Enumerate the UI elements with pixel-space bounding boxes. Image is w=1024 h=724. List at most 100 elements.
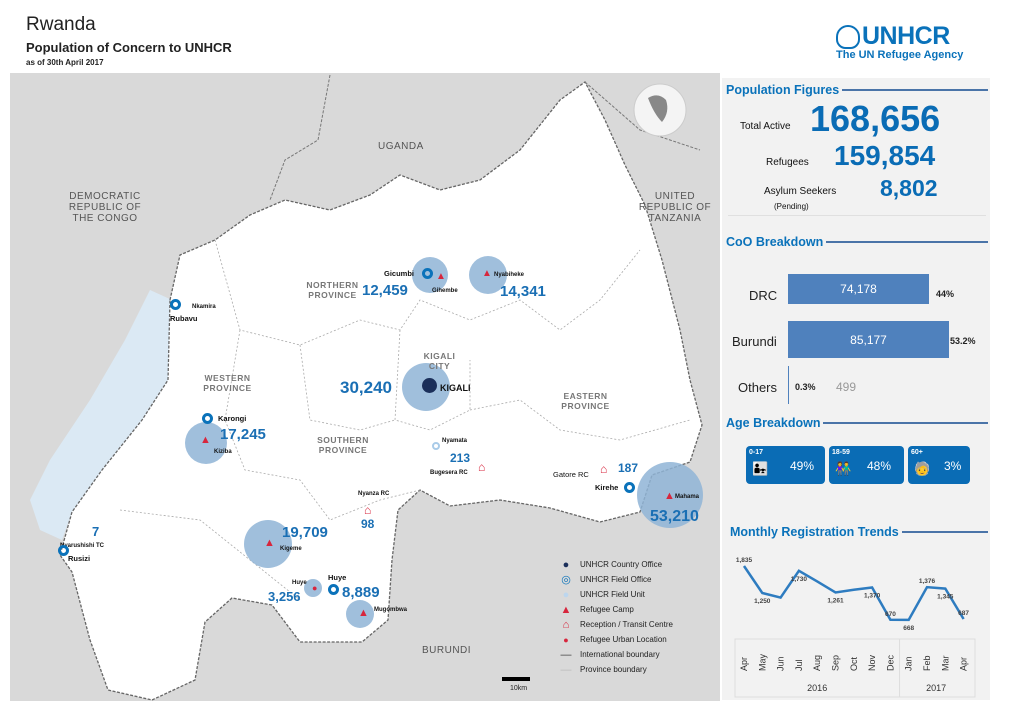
site-mugombwa[interactable]: Mugombwa — [374, 607, 407, 613]
month-tick-label: May — [757, 653, 767, 671]
figure-kigali: 30,240 — [340, 378, 392, 397]
site-kigali[interactable]: KIGALI — [440, 383, 471, 393]
data-label: 1,730 — [791, 576, 808, 583]
month-tick-label: Jul — [794, 659, 804, 671]
child-adult-icon: 👨‍👧 — [752, 461, 769, 476]
site-huye[interactable]: Huye — [328, 573, 347, 582]
map-shapes — [30, 74, 703, 701]
lake-kivu — [30, 290, 178, 540]
figure-huye-urban: 3,256 — [268, 589, 301, 604]
site-gihembe[interactable]: Gihembe — [432, 288, 458, 294]
province-label: SOUTHERN PROVINCE — [317, 435, 369, 455]
site-nyamata[interactable]: Nyamata — [442, 438, 468, 444]
site-mahama[interactable]: Mahama — [675, 494, 700, 500]
logo-text: UNHCR — [862, 22, 950, 50]
age-group-18-59[interactable]: 18-59 👫 48% — [829, 446, 904, 484]
site-kiziba[interactable]: Kiziba — [214, 449, 232, 455]
site-kigeme[interactable]: Kigeme — [280, 546, 302, 552]
total-active-label: Total Active — [740, 121, 791, 132]
refugee-camp-icon[interactable]: ▲ — [664, 490, 675, 502]
logo-tagline: The UN Refugee Agency — [836, 49, 964, 61]
field-office-icon: ◎ — [561, 574, 571, 586]
coo-bar-drc[interactable]: 74,178 — [788, 274, 929, 304]
month-tick-label: Sep — [831, 655, 841, 671]
site-nyabiheke[interactable]: Nyabiheke — [494, 272, 525, 278]
transit-centre-icon[interactable]: ⌂ — [364, 503, 372, 517]
urban-location-icon[interactable]: ● — [312, 583, 318, 593]
legend-label: International boundary — [580, 650, 660, 659]
coo-label-drc: DRC — [749, 288, 778, 303]
site-rusizi[interactable]: Rusizi — [68, 554, 91, 563]
data-label: 670 — [885, 611, 896, 618]
unhcr-logo: UNHCR The UN Refugee Agency — [836, 24, 963, 61]
refugee-camp-icon[interactable]: ▲ — [482, 268, 492, 279]
country-label: BURUNDI — [422, 645, 472, 656]
age-heading: Age Breakdown — [726, 416, 988, 430]
country-label: UGANDA — [378, 141, 424, 152]
figure-nyarushishi: 7 — [92, 524, 100, 539]
data-label: 1,370 — [864, 592, 881, 599]
map[interactable]: UGANDA DEMOCRATIC REPUBLIC OF THE CONGO … — [10, 73, 720, 701]
site-gicumbi[interactable]: Gicumbi — [384, 269, 415, 278]
month-tick-label: Feb — [922, 655, 932, 671]
data-label: 668 — [903, 625, 914, 632]
age-group-0-17[interactable]: 0-17 👨‍👧 49% — [746, 446, 825, 484]
international-boundary-icon: — — [560, 648, 572, 661]
coo-value-others: 499 — [836, 380, 857, 394]
page-subtitle: Population of Concern to UNHCR — [26, 40, 232, 55]
transit-centre-icon[interactable]: ⌂ — [600, 462, 608, 476]
scale-label: 10km — [510, 685, 528, 692]
age-group-60-plus[interactable]: 60+ 🧓 3% — [908, 446, 970, 484]
trends-heading: Monthly Registration Trends — [730, 525, 988, 539]
data-label: 1,835 — [736, 557, 753, 564]
field-office-icon[interactable] — [422, 268, 433, 279]
month-tick-label: Aug — [812, 655, 822, 671]
data-label: 1,345 — [937, 594, 954, 601]
refugee-camp-icon[interactable]: ▲ — [436, 271, 446, 282]
country-label: UNITED REPUBLIC OF TANZANIA — [638, 191, 712, 224]
field-office-icon[interactable] — [202, 413, 213, 424]
elderly-icon: 🧓 — [914, 461, 931, 476]
province-label: WESTERN PROVINCE — [203, 373, 252, 393]
scale-bar — [502, 677, 530, 681]
year-label: 2016 — [807, 683, 827, 693]
field-office-icon[interactable] — [170, 299, 181, 310]
site-nkamira[interactable]: Nkamira — [192, 304, 216, 310]
site-huye-urban[interactable]: Huye — [292, 580, 307, 586]
month-tick-label: Mar — [940, 655, 950, 671]
site-kirehe[interactable]: Kirehe — [595, 483, 619, 492]
field-office-icon[interactable] — [624, 482, 635, 493]
data-label: 1,250 — [754, 598, 771, 605]
field-office-icon[interactable] — [58, 545, 69, 556]
figure-nyabiheke: 14,341 — [500, 283, 546, 300]
coo-bar-burundi[interactable]: 85,177 — [788, 321, 949, 358]
coo-pct-drc: 44% — [936, 289, 955, 299]
site-nyarushishi[interactable]: Nyarushishi TC — [60, 543, 105, 549]
coo-label-others: Others — [738, 380, 778, 395]
province-boundary-icon: — — [560, 663, 572, 676]
site-karongi[interactable]: Karongi — [218, 414, 247, 423]
coo-heading: CoO Breakdown — [726, 235, 988, 249]
province-label: NORTHERN PROVINCE — [306, 280, 359, 300]
site-bugesera-rc[interactable]: Bugesera RC — [430, 470, 468, 476]
refugee-camp-icon: ▲ — [560, 603, 572, 616]
country-office-icon[interactable] — [422, 378, 437, 393]
info-panel: Population Figures Total Active 168,656 … — [722, 78, 990, 700]
site-gatore-rc[interactable]: Gatore RC — [553, 470, 589, 479]
figure-nyanza: 98 — [361, 517, 375, 531]
month-tick-label: Oct — [849, 656, 859, 671]
site-nyanza-rc[interactable]: Nyanza RC — [358, 491, 390, 497]
axis-box — [734, 638, 976, 698]
divider — [728, 215, 986, 216]
site-rubavu[interactable]: Rubavu — [170, 314, 198, 323]
field-unit-icon[interactable] — [432, 442, 440, 450]
field-office-icon[interactable] — [328, 584, 339, 595]
refugee-camp-icon[interactable]: ▲ — [264, 537, 275, 549]
transit-centre-icon[interactable]: ⌂ — [478, 460, 486, 474]
refugee-camp-icon[interactable]: ▲ — [200, 434, 211, 446]
legend-label: UNHCR Field Unit — [580, 590, 645, 599]
coo-pct-others: 0.3% — [795, 382, 816, 392]
legend-label: Refugee Urban Location — [580, 635, 667, 644]
refugee-camp-icon[interactable]: ▲ — [358, 607, 369, 619]
coo-bar-others[interactable] — [788, 366, 789, 404]
